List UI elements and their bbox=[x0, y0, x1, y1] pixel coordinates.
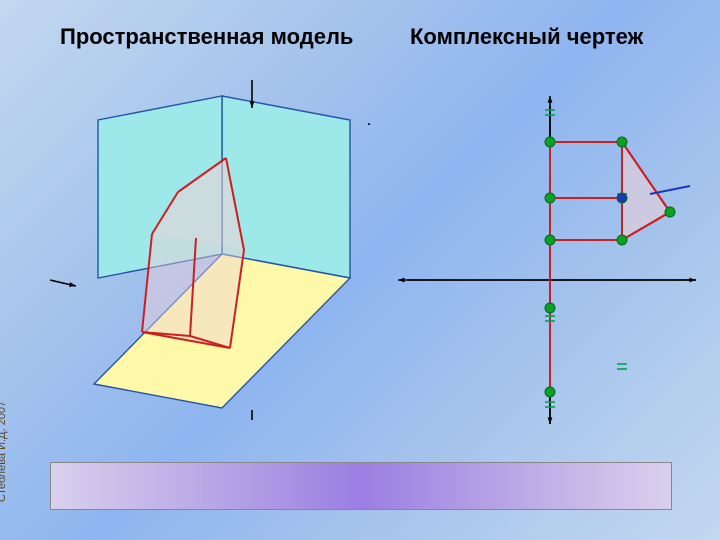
title-left: Пространственная модель bbox=[60, 24, 353, 50]
slide: Пространственная модель Комплексный черт… bbox=[0, 0, 720, 540]
spatial-model-figure bbox=[50, 80, 370, 420]
bottom-bar bbox=[50, 462, 672, 510]
title-right: Комплексный чертеж bbox=[410, 24, 643, 50]
complex-drawing-figure bbox=[390, 90, 700, 430]
copyright-text: Стеблева И.Д. 2007 bbox=[0, 401, 8, 502]
